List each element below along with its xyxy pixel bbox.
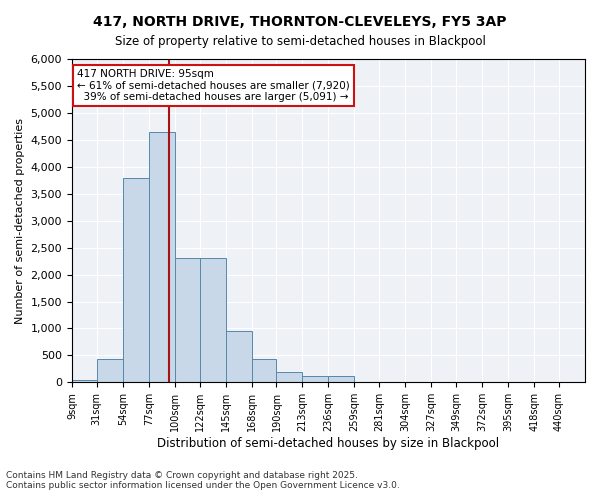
Bar [251,359,277,382]
Text: Contains HM Land Registry data © Crown copyright and database right 2025.
Contai: Contains HM Land Registry data © Crown c… [6,470,400,490]
Bar [328,376,355,382]
Bar [200,258,226,382]
Bar [97,359,123,382]
Text: Size of property relative to semi-detached houses in Blackpool: Size of property relative to semi-detach… [115,35,485,48]
Y-axis label: Number of semi-detached properties: Number of semi-detached properties [15,118,25,324]
Bar [226,331,251,382]
Text: 417 NORTH DRIVE: 95sqm
← 61% of semi-detached houses are smaller (7,920)
  39% o: 417 NORTH DRIVE: 95sqm ← 61% of semi-det… [77,68,350,102]
Bar [302,376,328,382]
Bar [175,258,200,382]
Bar [277,372,302,382]
Bar [123,178,149,382]
Bar [72,380,97,382]
X-axis label: Distribution of semi-detached houses by size in Blackpool: Distribution of semi-detached houses by … [157,437,500,450]
Text: 417, NORTH DRIVE, THORNTON-CLEVELEYS, FY5 3AP: 417, NORTH DRIVE, THORNTON-CLEVELEYS, FY… [93,15,507,29]
Bar [149,132,175,382]
